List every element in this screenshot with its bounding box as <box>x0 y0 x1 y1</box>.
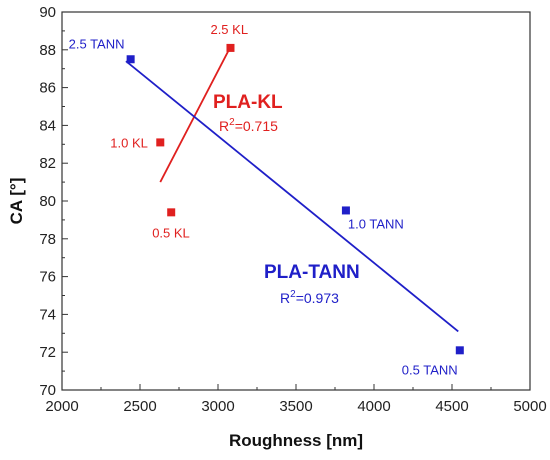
data-point-label: 2.5 TANN <box>69 36 125 51</box>
data-point-marker <box>226 43 235 52</box>
data-point-label: 0.5 TANN <box>402 362 458 377</box>
fit-lines <box>125 49 459 333</box>
x-tick-label: 3000 <box>201 398 234 415</box>
x-tick-label: 5000 <box>513 398 546 415</box>
y-tick-label: 88 <box>39 42 56 59</box>
plot-area-border <box>61 11 531 391</box>
axis-tick-labels: 2000 2500 3000 3500 4000 4500 5000 70 72 74 76 78 80… <box>39 4 546 415</box>
fit-title: PLA-TANN <box>264 262 360 283</box>
y-tick-label: 76 <box>39 269 56 286</box>
y-axis-title: CA [°] <box>7 178 26 225</box>
x-tick-label: 4000 <box>357 398 390 415</box>
fit-annotations: PLA-KL R2=0.715 PLA-TANN R2=0.973 <box>213 92 360 306</box>
y-tick-label: 70 <box>39 382 56 399</box>
plot-frame <box>61 11 531 391</box>
data-point-marker <box>455 346 464 355</box>
fit-title: PLA-KL <box>213 92 283 113</box>
fit-r-squared: R2=0.973 <box>280 289 339 306</box>
axis-ticks <box>61 11 531 391</box>
y-tick-label: 90 <box>39 4 56 21</box>
y-tick-label: 78 <box>39 231 56 248</box>
x-tick-label: 2000 <box>45 398 78 415</box>
data-points <box>126 43 464 355</box>
y-tick-label: 80 <box>39 193 56 210</box>
data-point-marker <box>126 55 135 64</box>
y-tick-label: 72 <box>39 344 56 361</box>
y-tick-label: 82 <box>39 155 56 172</box>
data-point-label: 0.5 KL <box>152 225 190 240</box>
x-tick-label: 4500 <box>435 398 468 415</box>
data-point-marker <box>156 138 165 147</box>
fit-line <box>125 60 459 333</box>
data-point-marker <box>167 208 176 217</box>
x-tick-label: 2500 <box>123 398 156 415</box>
data-point-label: 2.5 KL <box>210 22 248 37</box>
point-labels: 1.0 KL 0.5 KL 2.5 KL 2.5 TANN 1.0 TANN 0.5 TA… <box>69 22 458 377</box>
data-point-marker <box>341 206 350 215</box>
x-tick-label: 3500 <box>279 398 312 415</box>
y-tick-label: 84 <box>39 117 56 134</box>
fit-r-squared: R2=0.715 <box>219 117 278 134</box>
data-point-label: 1.0 KL <box>110 135 148 150</box>
y-tick-label: 86 <box>39 80 56 97</box>
y-tick-label: 74 <box>39 306 56 323</box>
x-axis-title: Roughness [nm] <box>229 431 363 450</box>
data-point-label: 1.0 TANN <box>348 216 404 231</box>
